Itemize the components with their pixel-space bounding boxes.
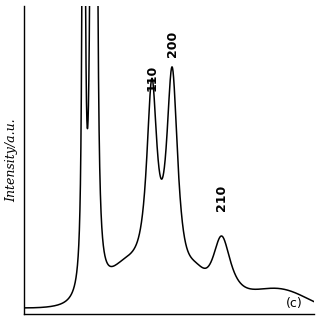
Text: 210: 210: [215, 185, 228, 212]
Text: 110: 110: [145, 65, 158, 91]
Text: 200: 200: [166, 31, 179, 57]
Text: (c): (c): [286, 297, 303, 310]
Y-axis label: Intensity/a.u.: Intensity/a.u.: [5, 118, 19, 202]
